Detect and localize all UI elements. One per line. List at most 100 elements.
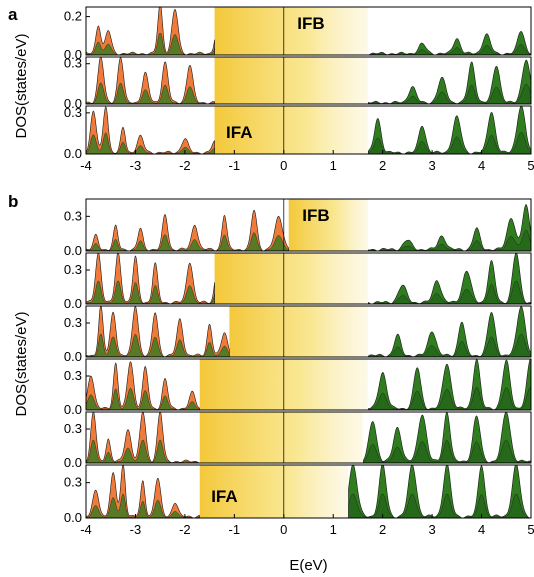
- x-tick-label: -3: [130, 158, 142, 173]
- x-tick-label: 3: [428, 522, 435, 537]
- occupied-states: [85, 252, 215, 305]
- subplot-frame: [85, 358, 532, 411]
- occupied-states-pdos: [85, 232, 289, 252]
- x-tick-label: 3: [428, 158, 435, 173]
- occupied-states-pdos: [85, 280, 215, 305]
- x-tick-label: -1: [229, 522, 241, 537]
- y-tick-label: 0.2: [64, 9, 82, 24]
- unoccupied-states: [368, 31, 532, 56]
- y-axis-label: DOS(states/eV): [13, 33, 30, 138]
- gap-band: [214, 57, 368, 104]
- dos-subplot: 0.0 0.3: [64, 198, 532, 258]
- x-tick-label: 1: [330, 158, 337, 173]
- y-tick-label: 0.0: [64, 349, 82, 364]
- unoccupied-states: [368, 252, 532, 305]
- subplot-frame: [85, 105, 532, 155]
- y-tick-label: 0.3: [64, 56, 82, 71]
- y-tick-label: 0.0: [64, 96, 82, 111]
- x-tick-label: 1: [330, 522, 337, 537]
- x-tick-label: 5: [527, 158, 534, 173]
- y-tick-label: 0.3: [64, 421, 82, 436]
- panel-letter-box: [2, 190, 24, 212]
- unoccupied-states: [368, 105, 532, 155]
- x-tick-label: -2: [179, 522, 191, 537]
- occupied-states-pdos: [85, 439, 200, 464]
- unoccupied-states: [348, 464, 532, 519]
- y-tick-label: 0.0: [64, 455, 82, 470]
- x-tick-label: -4: [80, 522, 92, 537]
- unoccupied-states-pdos: [368, 334, 532, 358]
- y-tick-label: 0.0: [64, 47, 82, 62]
- y-tick-label: 0.0: [64, 296, 82, 311]
- occupied-states-pdos: [85, 387, 200, 411]
- unoccupied-states-pdos: [363, 439, 532, 464]
- dos-subplot: 0.0 0.3: [64, 252, 532, 311]
- band-label-ifb: IFB: [302, 206, 329, 225]
- dos-subplot: 0.0 0.3: [64, 411, 532, 470]
- panel-letter: a: [8, 5, 18, 24]
- y-tick-label: 0.3: [64, 315, 82, 330]
- unoccupied-states: [368, 358, 532, 411]
- x-tick-label: -2: [179, 158, 191, 173]
- occupied-states-pdos: [85, 493, 200, 519]
- unoccupied-states-pdos: [368, 132, 532, 155]
- band-label-ifb: IFB: [297, 14, 324, 33]
- x-axis-label: E(eV): [289, 557, 327, 574]
- dos-subplot: 0.0 0.3: [64, 358, 532, 417]
- gap-band: [199, 465, 349, 518]
- subplot-frame: [85, 411, 532, 464]
- y-tick-label: 0.3: [64, 475, 82, 490]
- occupied-states: [85, 209, 289, 252]
- unoccupied-states: [363, 411, 532, 464]
- unoccupied-states: [368, 306, 532, 358]
- x-tick-label: 0: [280, 522, 287, 537]
- occupied-states: [85, 305, 230, 358]
- x-tick-label: -3: [130, 522, 142, 537]
- gap-band: [214, 7, 368, 55]
- y-tick-label: 0.0: [64, 510, 82, 525]
- subplot-frame: [85, 56, 532, 105]
- dos-subplot: 0.0 0.3: [64, 56, 532, 111]
- x-tick-label: -4: [80, 158, 92, 173]
- dos-subplot: 0.0 0.3: [64, 105, 532, 161]
- gap-band: [199, 412, 363, 463]
- dos-subplot: 0.0 0.2: [64, 6, 532, 62]
- y-tick-label: 0.0: [64, 402, 82, 417]
- x-tick-label: -1: [229, 158, 241, 173]
- occupied-states-pdos: [85, 333, 230, 358]
- unoccupied-states-pdos: [368, 280, 532, 305]
- x-tick-label: 2: [379, 158, 386, 173]
- x-tick-label: 5: [527, 522, 534, 537]
- y-tick-label: 0.3: [64, 262, 82, 277]
- occupied-states-pdos: [85, 82, 215, 105]
- dos-subplot: 0.0 0.3: [64, 464, 532, 525]
- gap-band: [214, 253, 368, 304]
- y-axis-label: DOS(states/eV): [13, 311, 30, 416]
- gap-band: [288, 199, 368, 251]
- unoccupied-states-pdos: [368, 83, 532, 105]
- subplot-frame: [85, 198, 532, 252]
- y-tick-label: 0.3: [64, 368, 82, 383]
- x-tick-label: 4: [478, 522, 485, 537]
- y-tick-label: 0.0: [64, 146, 82, 161]
- panel-letter: b: [8, 192, 18, 211]
- unoccupied-states-pdos: [368, 386, 532, 411]
- x-tick-label: 2: [379, 522, 386, 537]
- x-tick-label: 0: [280, 158, 287, 173]
- unoccupied-states: [368, 59, 532, 105]
- gap-band: [214, 106, 368, 154]
- occupied-states-pdos: [85, 132, 215, 155]
- subplot-frame: [85, 305, 532, 358]
- dos-subplot: 0.0 0.3: [64, 305, 532, 364]
- panel-letter-box: [2, 3, 24, 25]
- band-label-ifa: IFA: [211, 487, 237, 506]
- y-tick-label: 0.3: [64, 208, 82, 223]
- gap-band: [229, 306, 368, 357]
- unoccupied-states-pdos: [348, 493, 532, 519]
- band-label-ifa: IFA: [226, 123, 252, 142]
- y-tick-label: 0.3: [64, 105, 82, 120]
- x-tick-label: 4: [478, 158, 485, 173]
- subplot-frame: [85, 6, 532, 56]
- subplot-frame: [85, 464, 532, 519]
